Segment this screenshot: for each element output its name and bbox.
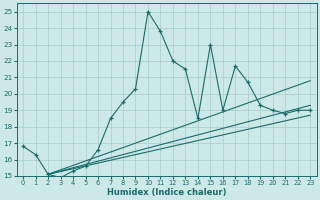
X-axis label: Humidex (Indice chaleur): Humidex (Indice chaleur) — [107, 188, 227, 197]
